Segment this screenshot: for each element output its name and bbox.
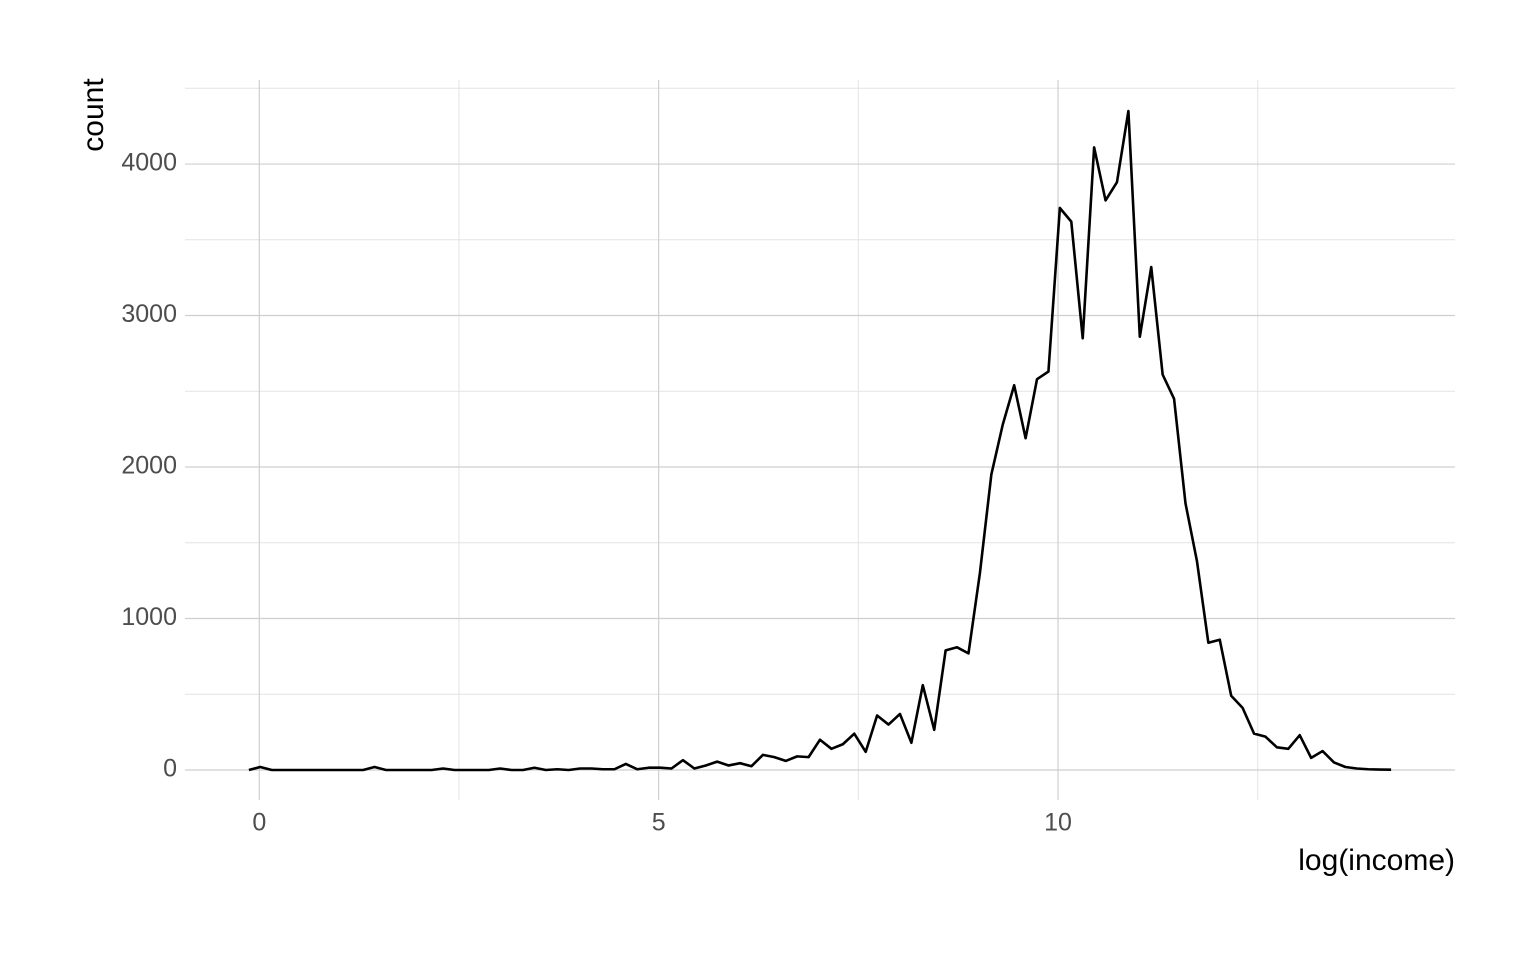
- x-tick-label: 0: [252, 809, 266, 837]
- y-tick-label: 1000: [121, 603, 177, 631]
- y-tick-label: 4000: [121, 149, 177, 177]
- y-tick-label: 2000: [121, 452, 177, 480]
- line: [248, 109, 1392, 772]
- y-tick-label: 3000: [121, 300, 177, 328]
- x-tick-label: 5: [652, 809, 666, 837]
- y-axis-title: count: [77, 78, 110, 152]
- x-axis-title: log(income): [1298, 844, 1455, 877]
- y-tick-label: 0: [163, 755, 177, 783]
- x-tick-label: 10: [1044, 809, 1072, 837]
